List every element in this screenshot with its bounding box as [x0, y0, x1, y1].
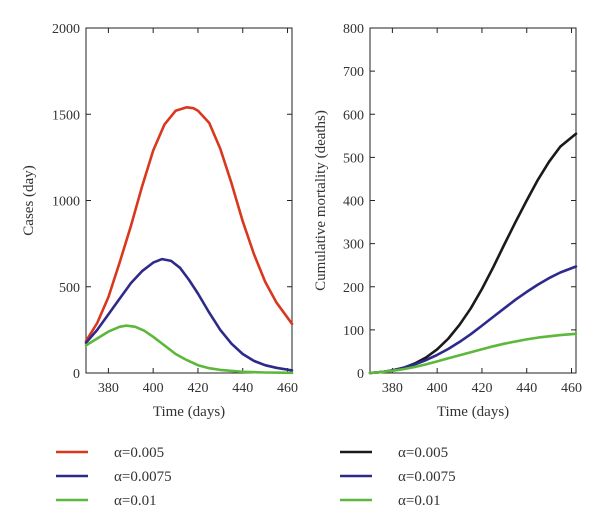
- mortality-y-tick-label: 0: [357, 367, 364, 382]
- cases-y-axis-label: Cases (day): [21, 165, 37, 235]
- cases-x-tick-label: 380: [98, 381, 119, 396]
- mortality-y-axis-label: Cumulative mortality (deaths): [313, 110, 329, 291]
- cases-x-tick-label: 420: [187, 381, 208, 396]
- cases-y-tick-label: 1500: [52, 108, 80, 123]
- mortality-series-line-3: [368, 332, 578, 375]
- cases-chart-legend: α=0.005 α=0.0075 α=0.01: [56, 445, 172, 509]
- mortality-legend-label-1: α=0.005: [398, 445, 448, 461]
- mortality-x-axis-label: Time (days): [437, 404, 509, 420]
- mortality-x-tick-label: 400: [427, 381, 448, 396]
- cases-legend-label-3: α=0.01: [114, 493, 157, 509]
- cases-series-line-2: [84, 257, 294, 372]
- mortality-chart-legend: α=0.005 α=0.0075 α=0.01: [340, 445, 456, 509]
- mortality-x-tick-label: 420: [471, 381, 492, 396]
- mortality-x-tick-label: 460: [561, 381, 582, 396]
- mortality-legend-label-3: α=0.01: [398, 493, 441, 509]
- cases-x-tick-label: 400: [143, 381, 164, 396]
- cases-legend-label-2: α=0.0075: [114, 469, 172, 485]
- cases-series-line-1: [84, 106, 294, 343]
- cases-x-axis-label: Time (days): [153, 404, 225, 420]
- cases-series-line-3: [84, 324, 294, 375]
- cases-x-tick-label: 460: [277, 381, 298, 396]
- mortality-plot-frame: [369, 27, 577, 374]
- cases-y-tick-label: 0: [73, 367, 80, 382]
- mortality-series-line-2: [368, 265, 578, 375]
- cases-y-tick-label: 1000: [52, 195, 80, 210]
- mortality-legend-label-2: α=0.0075: [398, 469, 456, 485]
- mortality-x-tick-label: 440: [516, 381, 537, 396]
- mortality-y-tick-label: 600: [343, 108, 364, 123]
- cases-y-tick-label: 500: [59, 281, 80, 296]
- mortality-y-tick-label: 800: [343, 22, 364, 37]
- mortality-x-tick-label: 380: [382, 381, 403, 396]
- mortality-y-tick-label: 700: [343, 65, 364, 80]
- mortality-y-tick-label: 200: [343, 281, 364, 296]
- mortality-chart-panel: 0 100 200 300 400 500 600 700 800 380 400 420 440 460…: [313, 22, 582, 420]
- cases-x-tick-label: 440: [232, 381, 253, 396]
- cases-plot-frame: [85, 27, 293, 374]
- cases-legend-label-1: α=0.005: [114, 445, 164, 461]
- mortality-y-tick-label: 400: [343, 195, 364, 210]
- cases-y-tick-label: 2000: [52, 22, 80, 37]
- cases-chart-panel: 0 500 1000 1500 2000 380 400 420 440 460 Time (day…: [21, 22, 298, 420]
- mortality-y-tick-label: 500: [343, 151, 364, 166]
- mortality-y-tick-label: 100: [343, 324, 364, 339]
- mortality-y-tick-label: 300: [343, 238, 364, 253]
